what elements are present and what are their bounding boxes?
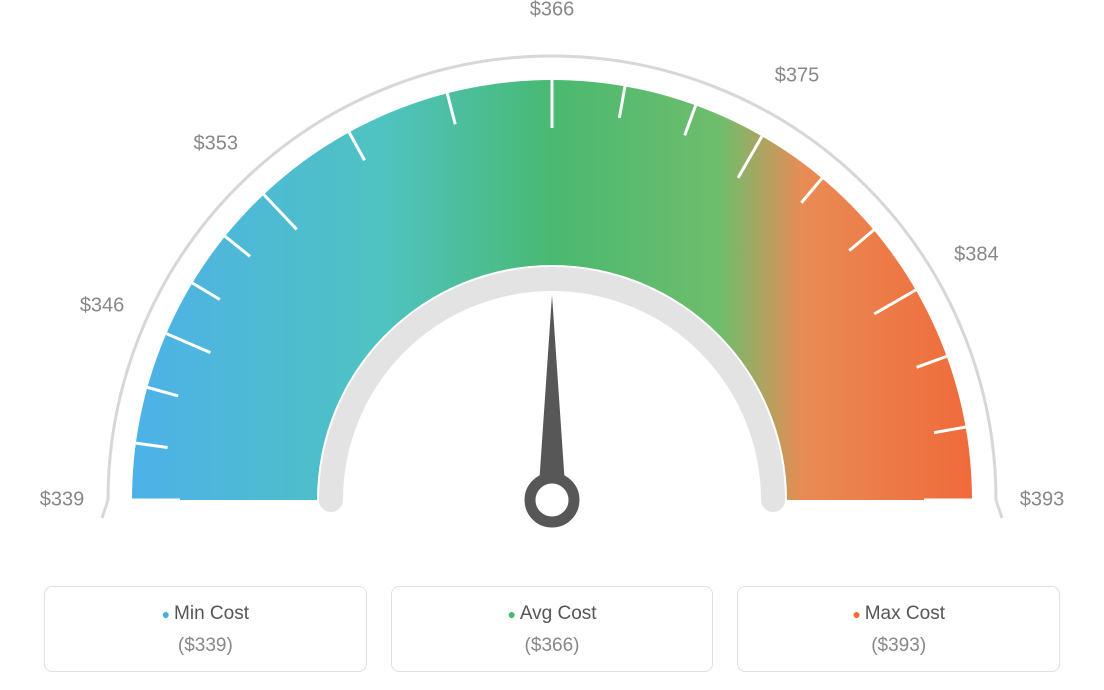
legend-row: Min Cost ($339) Avg Cost ($366) Max Cost… <box>0 586 1104 672</box>
legend-card-min: Min Cost ($339) <box>44 586 367 672</box>
gauge-tick-label: $384 <box>954 244 999 267</box>
legend-value-min: ($339) <box>45 635 366 657</box>
legend-title-max: Max Cost <box>738 603 1059 625</box>
legend-title-avg: Avg Cost <box>392 603 713 625</box>
gauge-svg <box>0 0 1104 560</box>
legend-title-min: Min Cost <box>45 603 366 625</box>
gauge-tick-label: $346 <box>80 294 125 317</box>
gauge-tick-label: $393 <box>1020 489 1065 512</box>
gauge-tick-label: $339 <box>40 489 85 512</box>
legend-value-avg: ($366) <box>392 635 713 657</box>
legend-value-max: ($393) <box>738 635 1059 657</box>
gauge-tick-label: $366 <box>530 0 575 22</box>
gauge-chart: $339 $346 $353 $366 $375 $384 $393 <box>0 0 1104 560</box>
legend-card-max: Max Cost ($393) <box>737 586 1060 672</box>
gauge-tick-label: $353 <box>193 132 238 155</box>
gauge-tick-label: $375 <box>775 64 820 87</box>
legend-card-avg: Avg Cost ($366) <box>391 586 714 672</box>
